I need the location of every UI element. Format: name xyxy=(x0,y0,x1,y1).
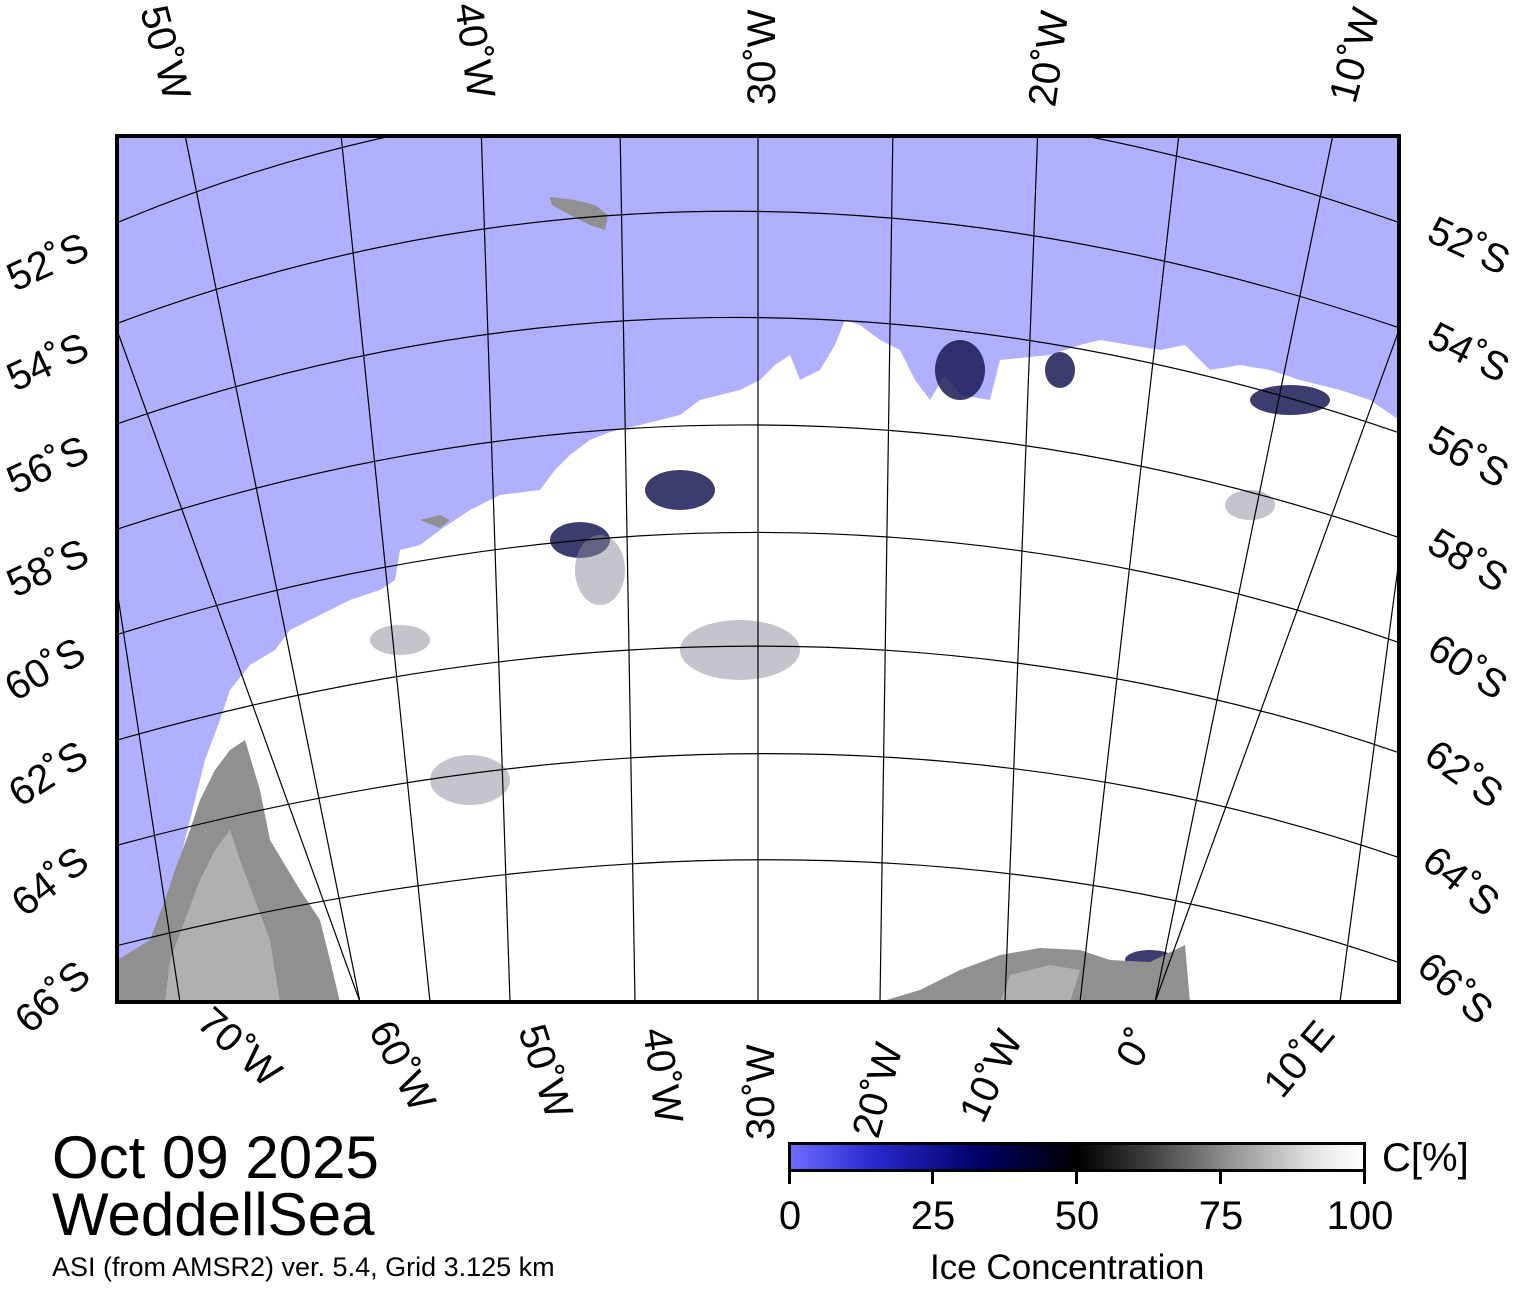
longitude-lines xyxy=(117,136,1399,1002)
colorbar-title: Ice Concentration xyxy=(930,1248,1205,1287)
top-lon-label: 50˚W xyxy=(131,1,198,105)
left-lat-label: 58˚S xyxy=(0,531,95,607)
colorbar-tick-label: 100 xyxy=(1326,1194,1394,1238)
left-lat-label: 66˚S xyxy=(7,952,99,1041)
right-lat-label: 58˚S xyxy=(1420,520,1514,601)
colorbar-tick-label: 25 xyxy=(910,1194,956,1238)
right-lat-label: 54˚S xyxy=(1421,314,1514,392)
colorbar-unit: C[%] xyxy=(1382,1136,1469,1180)
left-latitude-labels: 52˚S 54˚S 56˚S 58˚S 60˚S 62˚S 64˚S 66˚S xyxy=(0,225,99,1042)
bottom-lon-label: 40˚W xyxy=(634,1025,691,1126)
colorbar-tick-mark xyxy=(1219,1172,1222,1184)
colorbar-tick-mark xyxy=(1075,1172,1078,1184)
bottom-lon-label: 10˚W xyxy=(951,1023,1031,1128)
peninsula-ice-shelf xyxy=(165,830,280,1002)
top-lon-label: 20˚W xyxy=(1020,8,1077,109)
colorbar-tick-label: 50 xyxy=(1054,1194,1100,1238)
top-lon-label: 10˚W xyxy=(1321,3,1388,107)
bottom-lon-label: 60˚W xyxy=(360,1014,444,1119)
top-longitude-labels: 50˚W 40˚W 30˚W 20˚W 10˚W xyxy=(131,0,1388,109)
right-lat-label: 56˚S xyxy=(1421,417,1514,496)
left-lat-label: 56˚S xyxy=(0,428,95,504)
bottom-lon-label: 10˚E xyxy=(1255,1013,1343,1106)
left-lat-label: 62˚S xyxy=(1,733,96,816)
left-lat-label: 54˚S xyxy=(0,325,95,401)
south-georgia-island xyxy=(550,197,608,230)
colorbar-tick-mark xyxy=(788,1172,791,1184)
right-lat-label: 62˚S xyxy=(1417,732,1511,817)
bottom-lon-label: 70˚W xyxy=(189,999,290,1096)
colorbar xyxy=(788,1142,1366,1172)
left-lat-label: 64˚S xyxy=(3,838,97,925)
bottom-lon-label: 50˚W xyxy=(509,1019,580,1124)
colorbar-tick-mark xyxy=(931,1172,934,1184)
date-title: Oct 09 2025 xyxy=(52,1124,379,1191)
right-latitude-labels: 52˚S 54˚S 56˚S 58˚S 60˚S 62˚S 64˚S 66˚S xyxy=(1409,208,1514,1033)
bottom-lon-label: 30˚W xyxy=(739,1044,783,1140)
south-orkney-islands xyxy=(420,515,450,528)
left-lat-label: 52˚S xyxy=(0,225,95,301)
latitude-lines xyxy=(117,136,1399,964)
coast-ice-shelf xyxy=(1000,965,1080,1002)
map-frame xyxy=(115,134,1401,1004)
title-block: Oct 09 2025 WeddellSea ASI (from AMSR2) … xyxy=(52,1124,555,1283)
region-title: WeddellSea xyxy=(52,1181,375,1248)
bottom-lon-label: 20˚W xyxy=(844,1038,911,1142)
colorbar-tick-mark xyxy=(1363,1172,1366,1184)
colorbar-tick-label: 75 xyxy=(1198,1194,1244,1238)
colorbar-tick-label: 0 xyxy=(778,1194,802,1238)
right-lat-label: 52˚S xyxy=(1421,208,1514,284)
bottom-longitude-labels: 70˚W 60˚W 50˚W 40˚W 30˚W 20˚W 10˚W 0˚ 10… xyxy=(189,999,1343,1142)
right-lat-label: 64˚S xyxy=(1414,838,1507,925)
colorbar-legend: C[%] 0 25 50 75 100 Ice Concentration xyxy=(779,1136,1488,1292)
right-lat-label: 66˚S xyxy=(1409,944,1501,1033)
top-lon-label: 40˚W xyxy=(446,0,503,101)
left-lat-label: 60˚S xyxy=(0,629,93,709)
medium-concentration-patches xyxy=(370,490,1275,805)
top-lon-label: 30˚W xyxy=(740,9,784,105)
right-lat-label: 60˚S xyxy=(1420,626,1514,709)
product-caption: ASI (from AMSR2) ver. 5.4, Grid 3.125 km xyxy=(52,1252,555,1282)
bottom-lon-label: 0˚ xyxy=(1108,1022,1164,1075)
